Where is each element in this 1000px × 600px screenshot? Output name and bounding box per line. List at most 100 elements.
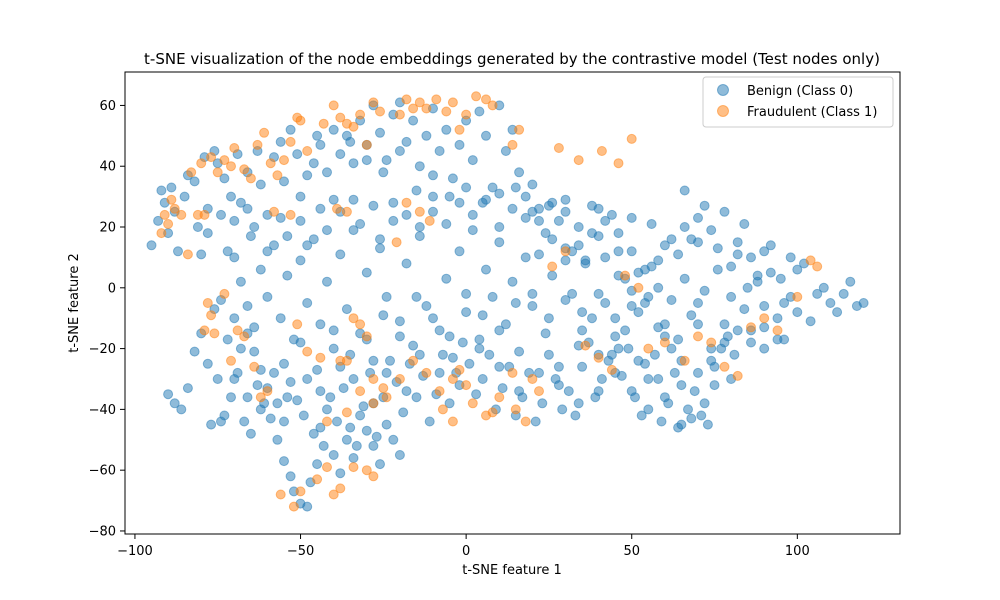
benign-point xyxy=(295,191,306,202)
fraudulent-point xyxy=(262,386,273,397)
benign-point xyxy=(759,301,770,311)
fraudulent-point xyxy=(368,97,379,108)
fraudulent-point xyxy=(288,501,299,512)
benign-point xyxy=(693,237,703,248)
benign-point xyxy=(484,349,495,360)
benign-point xyxy=(858,298,869,308)
benign-point xyxy=(494,237,505,248)
benign-point xyxy=(534,249,544,260)
benign-point xyxy=(447,352,458,363)
fraudulent-point xyxy=(759,313,770,324)
benign-point xyxy=(467,155,478,166)
benign-point xyxy=(361,267,372,278)
fraudulent-point xyxy=(573,155,584,166)
benign-point xyxy=(348,453,359,463)
fraudulent-point xyxy=(355,319,366,330)
fraudulent-point xyxy=(245,173,256,184)
fraudulent-point xyxy=(746,322,756,333)
benign-point xyxy=(563,386,574,397)
benign-point xyxy=(573,222,584,232)
legend-marker-fraudulent xyxy=(717,105,729,117)
benign-point xyxy=(315,422,326,433)
benign-point xyxy=(262,291,273,302)
benign-point xyxy=(547,270,558,281)
benign-point xyxy=(610,331,621,342)
benign-point xyxy=(547,234,558,245)
benign-point xyxy=(295,255,306,266)
fraudulent-point xyxy=(239,164,250,175)
benign-point xyxy=(242,392,253,403)
benign-point xyxy=(606,349,617,360)
fraudulent-point xyxy=(163,219,174,229)
benign-point xyxy=(702,419,713,430)
benign-point xyxy=(779,298,790,308)
benign-point xyxy=(315,139,326,150)
fraudulent-point xyxy=(292,319,303,330)
benign-point xyxy=(302,501,313,512)
benign-point xyxy=(235,197,246,208)
benign-point xyxy=(693,212,703,223)
benign-point xyxy=(785,252,796,263)
fraudulent-point xyxy=(332,203,342,214)
benign-point xyxy=(534,215,544,226)
benign-point xyxy=(732,237,743,248)
benign-point xyxy=(514,386,525,397)
benign-point xyxy=(189,346,200,357)
y-tick-label: −20 xyxy=(89,342,116,357)
benign-point xyxy=(279,176,289,187)
benign-point xyxy=(335,468,346,479)
fraudulent-point xyxy=(199,209,210,220)
benign-point xyxy=(322,404,332,415)
benign-point xyxy=(308,428,319,439)
benign-point xyxy=(242,203,253,214)
benign-point xyxy=(381,419,392,430)
fraudulent-point xyxy=(394,109,405,120)
fraudulent-point xyxy=(394,374,405,384)
benign-point xyxy=(494,188,505,199)
fraudulent-point xyxy=(169,203,180,214)
benign-point xyxy=(355,410,366,421)
benign-point xyxy=(179,191,190,202)
benign-point xyxy=(534,367,544,378)
benign-point xyxy=(712,243,723,254)
benign-point xyxy=(411,291,422,302)
fraudulent-point xyxy=(355,386,366,397)
benign-point xyxy=(510,298,521,308)
fraudulent-point xyxy=(431,94,442,105)
benign-point xyxy=(212,374,223,384)
benign-point xyxy=(510,182,521,193)
benign-point xyxy=(322,276,332,287)
benign-point xyxy=(676,380,687,391)
benign-point xyxy=(587,228,597,239)
x-axis-label: t-SNE feature 1 xyxy=(462,563,561,578)
benign-point xyxy=(646,219,657,229)
benign-point xyxy=(726,261,737,272)
fraudulent-point xyxy=(447,97,458,108)
benign-point xyxy=(441,219,452,229)
benign-point xyxy=(666,343,677,354)
benign-point xyxy=(285,124,296,135)
fraudulent-point xyxy=(368,471,379,482)
benign-point xyxy=(719,206,730,217)
benign-point xyxy=(722,331,733,342)
x-tick-label: −100 xyxy=(117,544,153,559)
fraudulent-point xyxy=(534,386,544,397)
fraudulent-point xyxy=(255,392,266,403)
benign-point xyxy=(428,170,438,181)
benign-point xyxy=(163,389,174,400)
benign-point xyxy=(388,215,399,226)
benign-point xyxy=(226,191,236,202)
benign-point xyxy=(623,343,634,354)
fraudulent-point xyxy=(620,270,631,281)
benign-point xyxy=(514,167,525,178)
benign-point xyxy=(381,367,392,378)
fraudulent-point xyxy=(414,97,425,108)
benign-point xyxy=(275,212,286,223)
fraudulent-point xyxy=(219,288,230,299)
benign-point xyxy=(292,149,303,160)
benign-point xyxy=(388,197,399,208)
fraudulent-point xyxy=(381,392,392,403)
fraudulent-point xyxy=(229,143,240,153)
benign-point xyxy=(202,358,213,369)
